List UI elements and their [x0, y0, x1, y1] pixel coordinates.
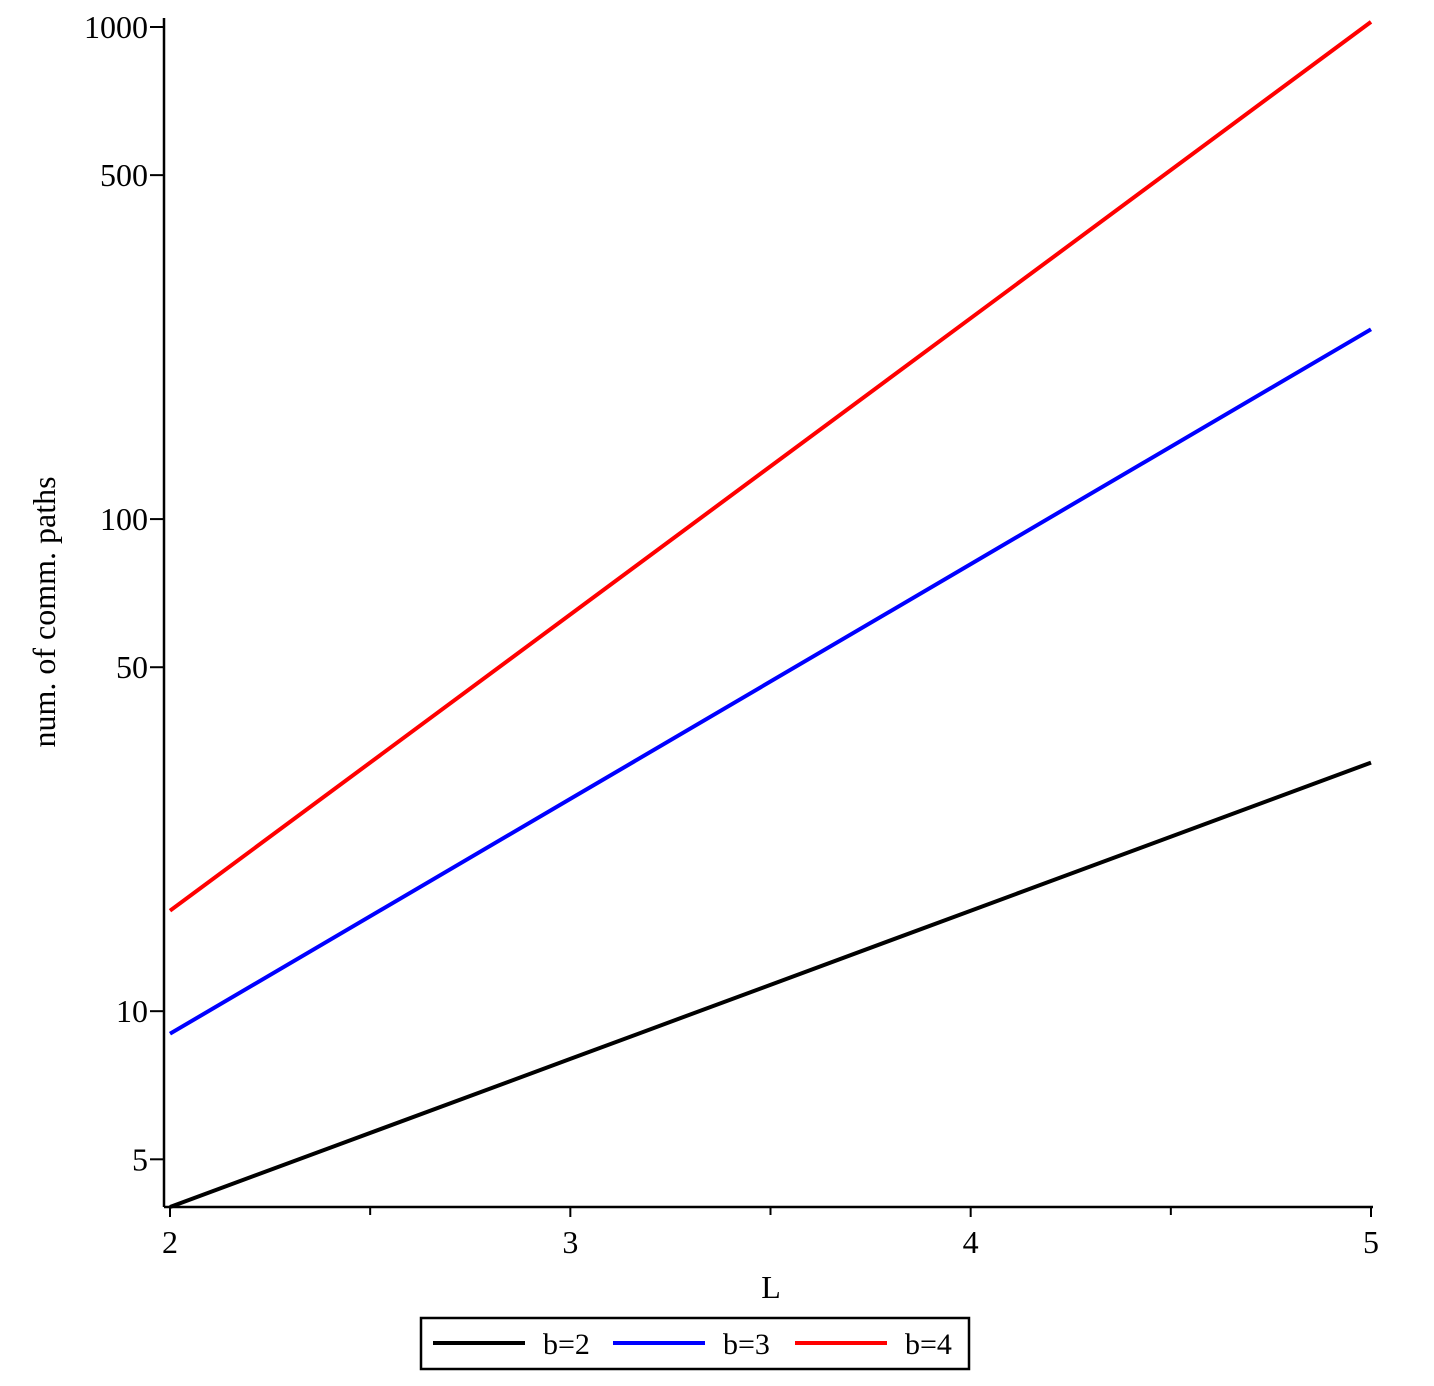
- y-tick-label-50: 50: [116, 649, 148, 685]
- axes: 2 3 4 5 5 10 50 100 500 1000: [84, 9, 1379, 1260]
- series-line-b=3: [168, 327, 1373, 1036]
- y-tick-label-1000: 1000: [84, 9, 148, 45]
- y-tick-label-5: 5: [132, 1141, 148, 1177]
- x-axis-label: L: [761, 1269, 781, 1305]
- x-tick-label-4: 4: [963, 1224, 979, 1260]
- legend-label-b=2: b=2: [543, 1328, 590, 1361]
- y-tick-label-100: 100: [100, 501, 148, 537]
- y-axis-label: num. of comm. paths: [26, 476, 62, 747]
- plot-lines: [168, 20, 1373, 1209]
- x-tick-label-5: 5: [1363, 1224, 1379, 1260]
- series-line-b=4: [168, 20, 1373, 913]
- x-tick-label-2: 2: [162, 1224, 178, 1260]
- y-tick-label-10: 10: [116, 993, 148, 1029]
- series-line-b=2: [169, 760, 1372, 1209]
- x-tick-label-3: 3: [562, 1224, 578, 1260]
- y-tick-label-500: 500: [100, 157, 148, 193]
- legend-label-b=3: b=3: [723, 1328, 770, 1361]
- legend-label-b=4: b=4: [905, 1328, 952, 1361]
- legend: b=2 b=3 b=4: [419, 1316, 971, 1371]
